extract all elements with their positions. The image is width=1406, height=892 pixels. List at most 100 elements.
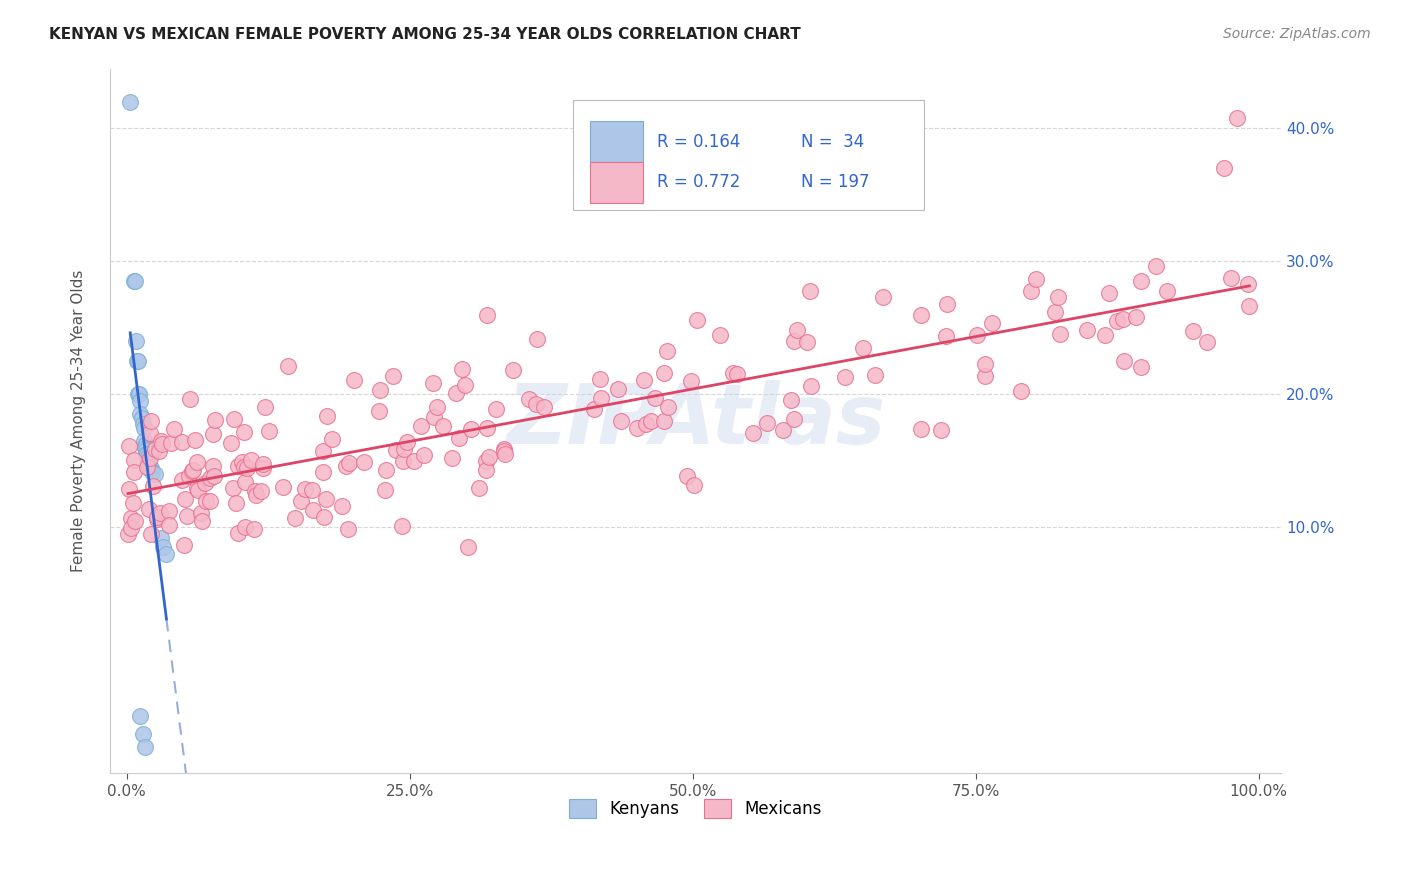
Point: [533, 400, 555, 414]
Point: [301, 483, 323, 497]
Point: [120, 511, 142, 525]
Point: [162, 422, 184, 436]
Point: [606, 382, 628, 396]
Point: [202, 468, 225, 483]
Point: [494, 443, 516, 458]
Point: [138, 460, 160, 475]
Point: [966, 328, 988, 343]
Point: [190, 514, 212, 528]
Point: [186, 482, 208, 496]
Point: [440, 450, 463, 465]
Point: [368, 404, 391, 418]
Point: [252, 461, 274, 475]
Point: [235, 461, 257, 475]
Point: [852, 341, 875, 355]
Point: [141, 465, 163, 479]
Point: [290, 494, 312, 508]
Point: [243, 483, 266, 498]
Point: [240, 453, 263, 467]
Point: [382, 369, 405, 384]
Point: [980, 316, 1002, 330]
Point: [478, 450, 501, 464]
Text: N =  34: N = 34: [801, 133, 865, 151]
Point: [146, 510, 169, 524]
Point: [172, 434, 194, 449]
Point: [444, 385, 467, 400]
Point: [150, 434, 173, 449]
Point: [138, 457, 160, 471]
Point: [122, 465, 145, 479]
Point: [183, 433, 205, 447]
Point: [1182, 324, 1205, 338]
Point: [374, 463, 396, 477]
Point: [181, 463, 204, 477]
Point: [1213, 161, 1236, 176]
Point: [935, 329, 957, 343]
Point: [201, 459, 224, 474]
Point: [1237, 277, 1260, 291]
Point: [475, 308, 498, 322]
Point: [374, 483, 396, 497]
Point: [125, 354, 148, 368]
Point: [681, 374, 703, 388]
Point: [460, 422, 482, 436]
Point: [392, 442, 415, 457]
Point: [120, 95, 142, 109]
Point: [271, 480, 294, 494]
Text: Source: ZipAtlas.com: Source: ZipAtlas.com: [1223, 27, 1371, 41]
Point: [1129, 360, 1152, 375]
Point: [122, 274, 145, 288]
Point: [302, 502, 325, 516]
Point: [709, 327, 731, 342]
Point: [391, 519, 413, 533]
Point: [180, 464, 202, 478]
Point: [294, 482, 316, 496]
Point: [221, 436, 243, 450]
Point: [475, 463, 498, 477]
Point: [1076, 323, 1098, 337]
Point: [485, 402, 508, 417]
Point: [138, 501, 160, 516]
Point: [432, 419, 454, 434]
Point: [118, 482, 141, 496]
Point: [636, 417, 658, 431]
Point: [910, 422, 932, 436]
Point: [332, 499, 354, 513]
Point: [1019, 284, 1042, 298]
Point: [1144, 259, 1167, 273]
Point: [935, 297, 957, 311]
Point: [122, 496, 145, 510]
Text: N = 197: N = 197: [801, 173, 869, 191]
Point: [135, 447, 157, 461]
Point: [315, 409, 337, 423]
Point: [194, 475, 217, 490]
Point: [683, 478, 706, 492]
Point: [384, 443, 406, 458]
Point: [395, 435, 418, 450]
Point: [231, 455, 253, 469]
Point: [138, 457, 160, 471]
Point: [652, 366, 675, 380]
Point: [125, 334, 148, 348]
Point: [1225, 111, 1247, 125]
Point: [582, 402, 605, 417]
Point: [160, 436, 183, 450]
Point: [1049, 326, 1071, 341]
Point: [929, 423, 952, 437]
Point: [524, 397, 547, 411]
Point: [226, 526, 249, 541]
Point: [1094, 328, 1116, 343]
Point: [118, 439, 141, 453]
Point: [173, 538, 195, 552]
Point: [799, 284, 821, 298]
Point: [1125, 310, 1147, 325]
Point: [657, 344, 679, 359]
Point: [152, 541, 174, 555]
Point: [139, 426, 162, 441]
Point: [404, 453, 426, 467]
Point: [610, 414, 633, 428]
Point: [225, 496, 247, 510]
Point: [1112, 354, 1135, 368]
Point: [127, 354, 149, 368]
Point: [453, 377, 475, 392]
